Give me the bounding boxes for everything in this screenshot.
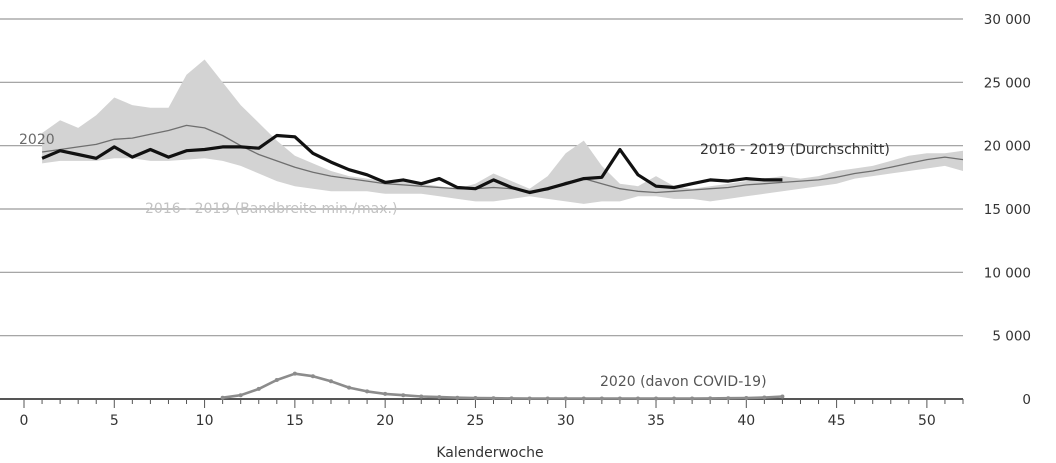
annotation-covid: 2020 (davon COVID-19): [600, 374, 767, 390]
covid-point-14: [274, 378, 279, 382]
covid-point-31: [581, 396, 586, 401]
covid-point-39: [726, 396, 731, 401]
covid-point-33: [617, 396, 622, 401]
covid-point-38: [708, 396, 713, 401]
y-tick-label-10000: 10 000: [984, 265, 1031, 281]
covid-point-15: [292, 371, 297, 376]
annotation-2020: 2020: [19, 132, 55, 148]
covid-point-28: [527, 396, 532, 401]
x-tick-label-20: 20: [376, 413, 394, 429]
series-2020-line: [41, 133, 783, 195]
annotation-band: 2016 - 2019 (Bandbreite min./max.): [145, 201, 397, 217]
covid-point-19: [365, 389, 370, 394]
y-tick-label-5000: 5 000: [992, 329, 1031, 345]
x-tick-label-15: 15: [286, 413, 304, 429]
y-tick-label-25000: 25 000: [984, 75, 1031, 91]
covid-point-27: [509, 396, 514, 401]
y-tick-label-0: 0: [1022, 392, 1031, 408]
covid-point-30: [563, 396, 568, 401]
x-tick-label-5: 5: [110, 413, 119, 429]
series-avg-line: [42, 124, 964, 194]
covid-point-37: [690, 396, 695, 401]
covid-point-20: [383, 391, 388, 396]
covid-point-21: [401, 393, 406, 398]
covid-point-13: [256, 386, 261, 391]
x-tick-label-10: 10: [196, 413, 214, 429]
series-covid-line: [222, 372, 783, 400]
covid-point-25: [473, 395, 478, 400]
x-axis-title: Kalenderwoche: [436, 445, 543, 461]
x-tick-label-35: 35: [647, 413, 665, 429]
y-axis-labels: 0 5 000 10 000 15 000 20 000 25 000 30 000: [984, 12, 1031, 408]
y-tick-label-20000: 20 000: [984, 139, 1031, 155]
covid-point-23: [437, 395, 442, 400]
y-tick-label-15000: 15 000: [984, 202, 1031, 218]
annotations: 2020 2016 - 2019 (Durchschnitt) 2016 - 2…: [19, 132, 890, 390]
covid-point-32: [599, 396, 604, 401]
series-lines: [41, 124, 964, 401]
covid-point-26: [491, 396, 496, 401]
covid-point-41: [762, 395, 767, 400]
annotation-avg: 2016 - 2019 (Durchschnitt): [700, 142, 890, 158]
x-tick-label-30: 30: [557, 413, 575, 429]
covid-point-12: [238, 393, 243, 398]
covid-point-16: [310, 374, 315, 379]
covid-point-18: [347, 385, 352, 390]
y-tick-label-30000: 30 000: [984, 12, 1031, 28]
covid-point-34: [635, 396, 640, 401]
x-tick-label-45: 45: [828, 413, 846, 429]
x-tick-label-50: 50: [918, 413, 936, 429]
covid-point-36: [672, 396, 677, 401]
band-min-max-area: [42, 59, 964, 204]
x-tick-label-40: 40: [737, 413, 755, 429]
covid-point-35: [654, 396, 659, 401]
covid-point-29: [545, 396, 550, 401]
covid-point-24: [455, 395, 460, 400]
x-axis: 0 5 10 15 20 25 30 35 40 45 50: [0, 398, 964, 429]
x-tick-label-25: 25: [467, 413, 485, 429]
covid-point-40: [744, 395, 749, 400]
x-tick-label-0: 0: [20, 413, 29, 429]
band-area: [42, 59, 964, 204]
covid-point-42: [780, 394, 785, 399]
covid-point-11: [220, 395, 225, 400]
covid-point-17: [328, 379, 333, 384]
covid-point-22: [419, 394, 424, 399]
